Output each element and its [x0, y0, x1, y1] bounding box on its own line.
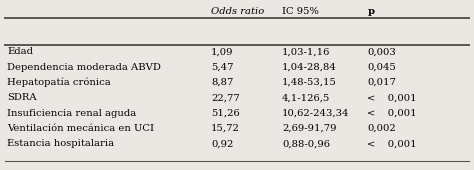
Text: 0,017: 0,017 [367, 78, 396, 87]
Text: 51,26: 51,26 [211, 109, 240, 118]
Text: 15,72: 15,72 [211, 124, 240, 133]
Text: 5,47: 5,47 [211, 63, 233, 72]
Text: Edad: Edad [7, 47, 33, 56]
Text: Dependencia moderada ABVD: Dependencia moderada ABVD [7, 63, 161, 72]
Text: 0,002: 0,002 [367, 124, 396, 133]
Text: 0,88-0,96: 0,88-0,96 [282, 139, 330, 148]
Text: <    0,001: < 0,001 [367, 109, 417, 118]
Text: 1,03-1,16: 1,03-1,16 [282, 47, 330, 56]
Text: SDRA: SDRA [7, 93, 36, 102]
Text: IC 95%: IC 95% [282, 7, 319, 16]
Text: Estancia hospitalaria: Estancia hospitalaria [7, 139, 114, 148]
Text: <    0,001: < 0,001 [367, 139, 417, 148]
Text: 0,045: 0,045 [367, 63, 396, 72]
Text: 4,1-126,5: 4,1-126,5 [282, 93, 330, 102]
Text: 2,69-91,79: 2,69-91,79 [282, 124, 337, 133]
Text: p: p [367, 7, 374, 16]
Text: 1,48-53,15: 1,48-53,15 [282, 78, 337, 87]
Text: Insuficiencia renal aguda: Insuficiencia renal aguda [7, 109, 137, 118]
Text: 22,77: 22,77 [211, 93, 240, 102]
Text: Odds ratio: Odds ratio [211, 7, 264, 16]
Text: 8,87: 8,87 [211, 78, 233, 87]
Text: 1,09: 1,09 [211, 47, 233, 56]
Text: 0,003: 0,003 [367, 47, 396, 56]
Text: 10,62-243,34: 10,62-243,34 [282, 109, 349, 118]
Text: Hepatopatía crónica: Hepatopatía crónica [7, 78, 111, 87]
Text: Ventilación mecánica en UCI: Ventilación mecánica en UCI [7, 124, 154, 133]
Text: <    0,001: < 0,001 [367, 93, 417, 102]
Text: 1,04-28,84: 1,04-28,84 [282, 63, 337, 72]
Text: 0,92: 0,92 [211, 139, 233, 148]
